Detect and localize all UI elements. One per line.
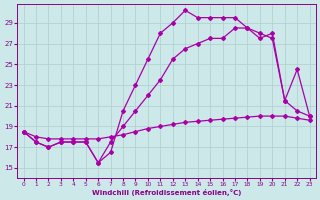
X-axis label: Windchill (Refroidissement éolien,°C): Windchill (Refroidissement éolien,°C) <box>92 189 241 196</box>
